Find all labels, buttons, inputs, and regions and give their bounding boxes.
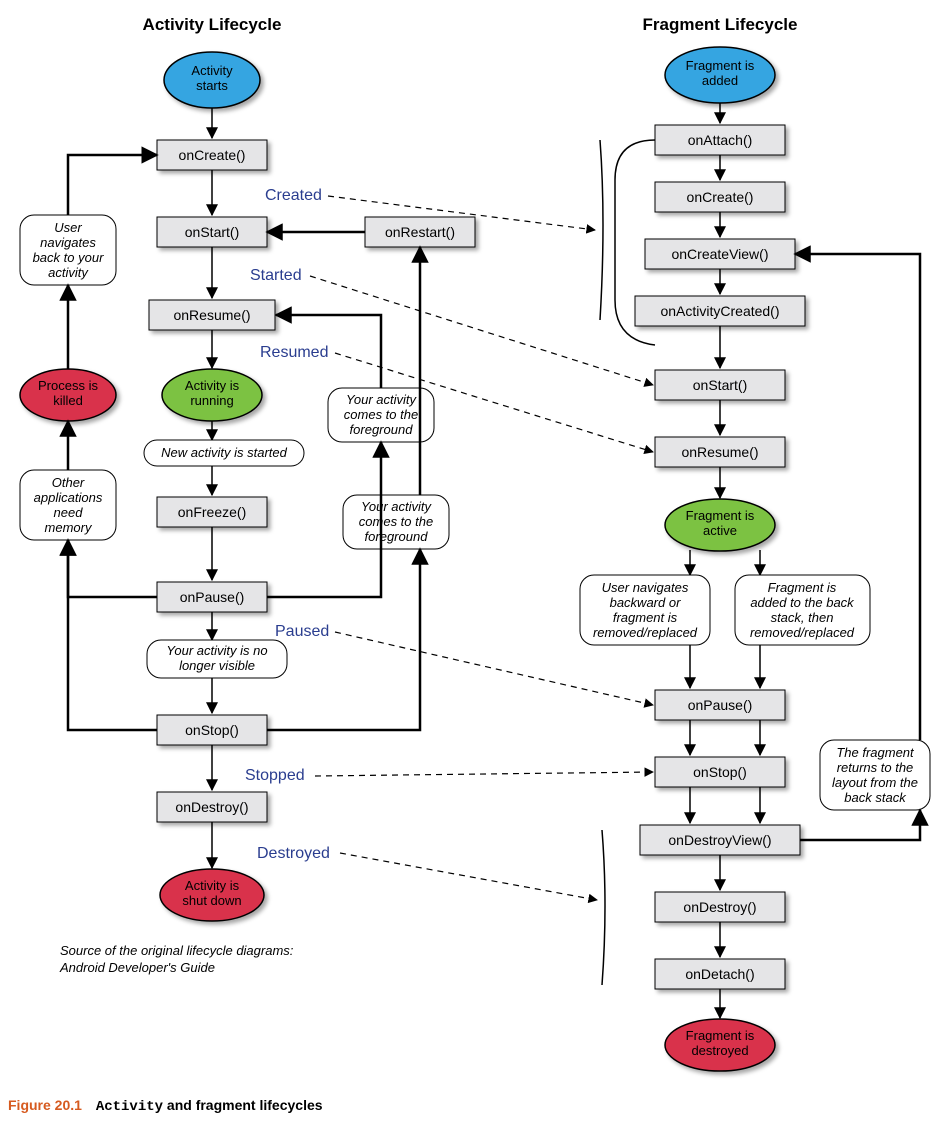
svg-text:onStop(): onStop() — [185, 722, 239, 738]
svg-text:removed/replaced: removed/replaced — [750, 625, 855, 640]
svg-text:onCreateView(): onCreateView() — [671, 246, 768, 262]
svg-text:stack, then: stack, then — [771, 610, 834, 625]
svg-text:navigates: navigates — [40, 235, 96, 250]
svg-text:added to the back: added to the back — [750, 595, 855, 610]
state-resumed: Resumed — [260, 344, 328, 361]
svg-text:comes to the: comes to the — [359, 514, 433, 529]
svg-text:need: need — [54, 505, 84, 520]
svg-text:Fragment is: Fragment is — [686, 1028, 755, 1043]
svg-text:onFreeze(): onFreeze() — [178, 504, 246, 520]
activity-lifecycle: Activity starts onCreate() onStart() onR… — [20, 52, 475, 921]
state-paused: Paused — [275, 623, 329, 640]
state-created: Created — [265, 187, 322, 204]
source-line1: Source of the original lifecycle diagram… — [60, 943, 294, 958]
svg-text:onCreate(): onCreate() — [179, 147, 246, 163]
state-stopped: Stopped — [245, 767, 305, 784]
svg-text:killed: killed — [53, 393, 83, 408]
fragment-lifecycle: Fragment is added onAttach() onCreate() … — [580, 47, 930, 1071]
svg-text:backward or: backward or — [610, 595, 681, 610]
svg-text:back stack: back stack — [844, 790, 907, 805]
svg-text:activity: activity — [48, 265, 89, 280]
state-started: Started — [250, 267, 302, 284]
source-line2: Android Developer's Guide — [59, 960, 215, 975]
svg-text:fragment is: fragment is — [613, 610, 678, 625]
svg-text:Your activity: Your activity — [361, 499, 433, 514]
svg-text:starts: starts — [196, 78, 228, 93]
svg-text:onDetach(): onDetach() — [685, 966, 754, 982]
svg-text:onResume(): onResume() — [173, 307, 250, 323]
svg-text:longer visible: longer visible — [179, 658, 255, 673]
svg-text:foreground: foreground — [365, 529, 429, 544]
svg-text:Process is: Process is — [38, 378, 98, 393]
svg-text:onDestroy(): onDestroy() — [175, 799, 248, 815]
svg-text:Figure 20.1 Activity: Figure 20.1 Activity and fragment lifecy… — [8, 1097, 323, 1115]
svg-text:onActivityCreated(): onActivityCreated() — [660, 303, 779, 319]
activity-title: Activity Lifecycle — [143, 15, 282, 34]
lifecycle-diagram: Activity Lifecycle Fragment Lifecycle Ac… — [0, 0, 952, 1131]
svg-text:onDestroy(): onDestroy() — [683, 899, 756, 915]
svg-text:running: running — [190, 393, 233, 408]
fragment-title: Fragment Lifecycle — [643, 15, 798, 34]
svg-text:added: added — [702, 73, 738, 88]
svg-text:Activity is: Activity is — [185, 378, 240, 393]
svg-text:Your activity is no: Your activity is no — [166, 643, 267, 658]
svg-text:foreground: foreground — [350, 422, 414, 437]
svg-text:Your activity: Your activity — [346, 392, 418, 407]
svg-text:Fragment is: Fragment is — [686, 508, 755, 523]
svg-text:New activity is started: New activity is started — [161, 445, 287, 460]
svg-text:Fragment is: Fragment is — [768, 580, 837, 595]
state-links — [310, 140, 653, 985]
svg-text:back to your: back to your — [33, 250, 104, 265]
state-destroyed: Destroyed — [257, 845, 330, 862]
svg-text:onAttach(): onAttach() — [688, 132, 753, 148]
svg-text:shut down: shut down — [182, 893, 241, 908]
svg-text:Other: Other — [52, 475, 85, 490]
svg-text:active: active — [703, 523, 737, 538]
svg-text:layout from the: layout from the — [832, 775, 918, 790]
svg-text:Activity is: Activity is — [185, 878, 240, 893]
svg-text:User navigates: User navigates — [602, 580, 689, 595]
svg-text:onRestart(): onRestart() — [385, 224, 455, 240]
figure-caption: Figure 20.1 Activity and fragment lifecy… — [8, 1097, 323, 1115]
svg-text:The fragment: The fragment — [836, 745, 915, 760]
svg-text:onStop(): onStop() — [693, 764, 747, 780]
svg-text:memory: memory — [45, 520, 93, 535]
svg-text:onResume(): onResume() — [681, 444, 758, 460]
svg-text:returns to the: returns to the — [837, 760, 914, 775]
svg-text:onPause(): onPause() — [688, 697, 753, 713]
svg-text:Activity: Activity — [191, 63, 233, 78]
svg-text:onStart(): onStart() — [693, 377, 747, 393]
svg-text:comes to the: comes to the — [344, 407, 418, 422]
svg-text:Fragment is: Fragment is — [686, 58, 755, 73]
svg-text:onStart(): onStart() — [185, 224, 239, 240]
svg-text:destroyed: destroyed — [691, 1043, 748, 1058]
svg-text:onPause(): onPause() — [180, 589, 245, 605]
svg-text:onDestroyView(): onDestroyView() — [668, 832, 771, 848]
svg-text:User: User — [54, 220, 82, 235]
svg-text:removed/replaced: removed/replaced — [593, 625, 698, 640]
svg-text:onCreate(): onCreate() — [687, 189, 754, 205]
svg-text:applications: applications — [34, 490, 103, 505]
